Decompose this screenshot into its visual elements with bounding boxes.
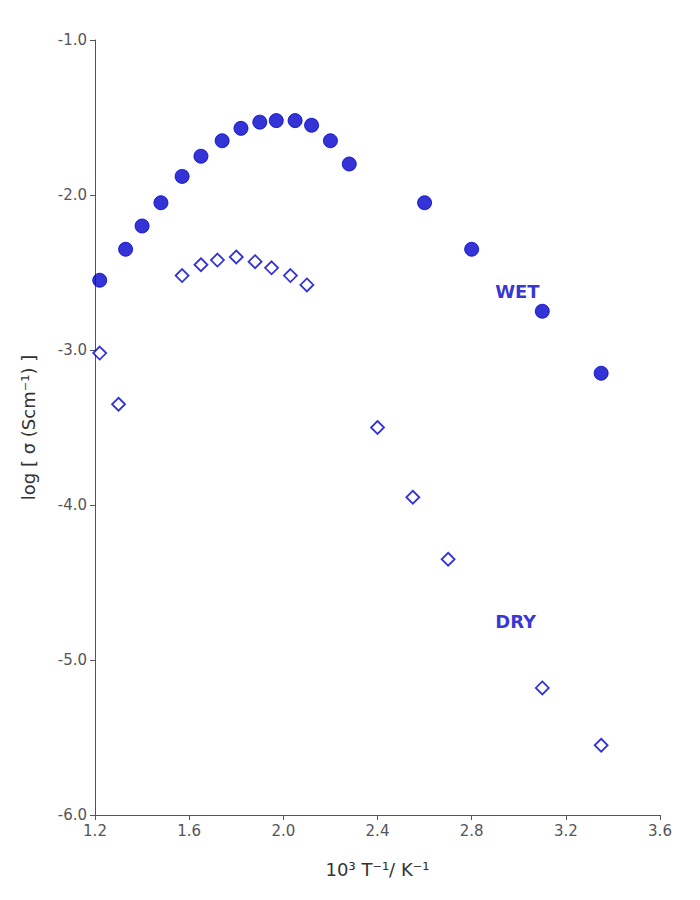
svg-text:2.0: 2.0 [271, 822, 295, 840]
svg-text:1.6: 1.6 [177, 822, 201, 840]
svg-text:WET: WET [495, 281, 540, 302]
svg-text:-1.0: -1.0 [58, 31, 87, 49]
svg-text:-4.0: -4.0 [58, 496, 87, 514]
svg-text:-2.0: -2.0 [58, 186, 87, 204]
svg-text:-5.0: -5.0 [58, 651, 87, 669]
svg-text:10³ T⁻¹/ K⁻¹: 10³ T⁻¹/ K⁻¹ [326, 859, 430, 880]
svg-text:-3.0: -3.0 [58, 341, 87, 359]
svg-text:-6.0: -6.0 [57, 806, 87, 824]
svg-text:2.4: 2.4 [366, 822, 390, 840]
svg-text:1.2: 1.2 [83, 822, 107, 840]
svg-text:2.8: 2.8 [460, 822, 484, 840]
svg-text:DRY: DRY [495, 611, 537, 632]
svg-text:3.2: 3.2 [554, 822, 578, 840]
svg-text:3.6: 3.6 [648, 822, 672, 840]
svg-text:log [ σ (Scm⁻¹) ]: log [ σ (Scm⁻¹) ] [18, 355, 39, 500]
